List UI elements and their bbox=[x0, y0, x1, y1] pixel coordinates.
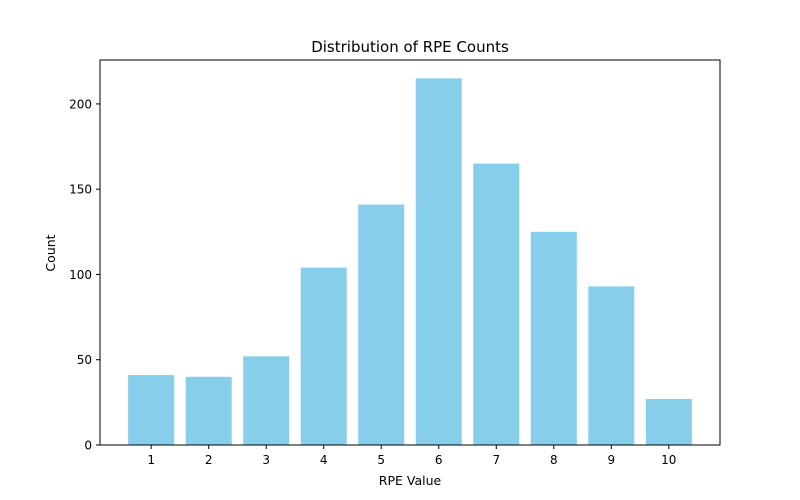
x-tick-label: 9 bbox=[607, 453, 615, 467]
bar-rpe-4 bbox=[300, 267, 347, 445]
x-tick-label: 6 bbox=[435, 453, 443, 467]
bar-rpe-2 bbox=[185, 376, 232, 445]
bar-rpe-8 bbox=[530, 231, 577, 445]
x-tick-label: 4 bbox=[320, 453, 328, 467]
y-tick-label: 100 bbox=[69, 268, 92, 282]
x-tick-label: 7 bbox=[492, 453, 500, 467]
x-tick-label: 1 bbox=[147, 453, 155, 467]
bar-rpe-10 bbox=[645, 398, 692, 445]
y-tick-label: 150 bbox=[69, 183, 92, 197]
bar-rpe-3 bbox=[243, 356, 290, 445]
y-tick-label: 50 bbox=[77, 353, 92, 367]
x-tick-label: 2 bbox=[205, 453, 213, 467]
x-tick-label: 10 bbox=[661, 453, 676, 467]
x-axis-label: RPE Value bbox=[379, 473, 442, 488]
bar-rpe-6 bbox=[415, 78, 462, 445]
bar-rpe-9 bbox=[588, 286, 635, 445]
x-tick-label: 5 bbox=[377, 453, 385, 467]
bar-rpe-1 bbox=[128, 375, 175, 445]
x-tick-label: 8 bbox=[550, 453, 558, 467]
bar-rpe-7 bbox=[473, 163, 520, 445]
chart-title: Distribution of RPE Counts bbox=[311, 38, 509, 56]
y-tick-label: 200 bbox=[69, 97, 92, 111]
x-tick-label: 3 bbox=[262, 453, 270, 467]
plot-frame bbox=[99, 59, 721, 446]
y-tick-label: 0 bbox=[84, 439, 92, 453]
bar-rpe-5 bbox=[358, 204, 405, 445]
y-axis-label: Count bbox=[43, 234, 58, 271]
